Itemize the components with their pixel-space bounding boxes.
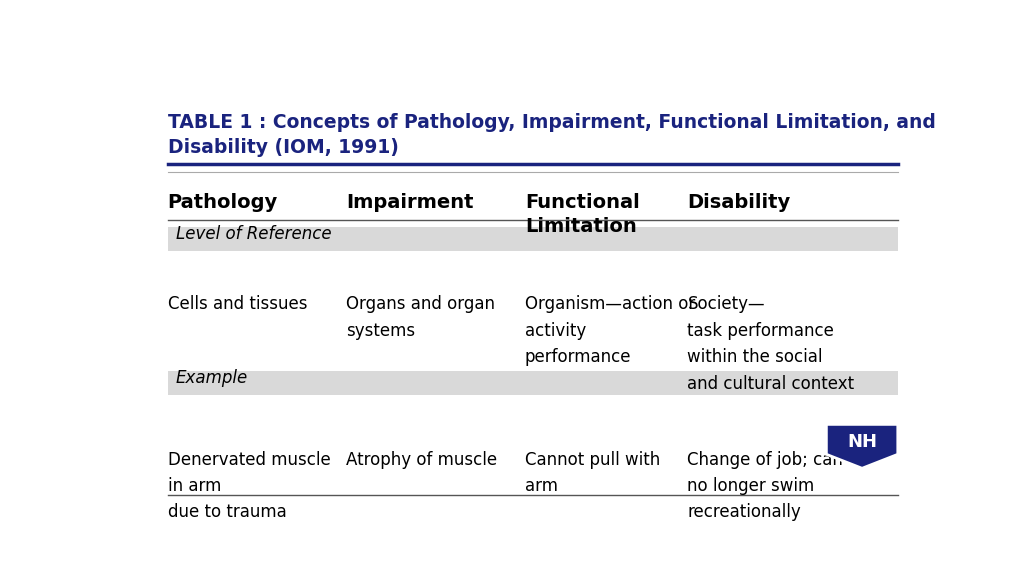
Text: Atrophy of muscle: Atrophy of muscle [346,450,498,468]
Text: Organism—action or
activity
performance: Organism—action or activity performance [524,295,695,366]
Bar [168,371,898,395]
Polygon shape [826,425,898,468]
Text: Functional
Limitation: Functional Limitation [524,194,640,236]
Text: Impairment: Impairment [346,194,474,213]
Text: Organs and organ
systems: Organs and organ systems [346,295,496,340]
Text: Pathology: Pathology [168,194,278,213]
Text: Society—
task performance
within the social
and cultural context: Society— task performance within the soc… [687,295,855,392]
Text: Cells and tissues: Cells and tissues [168,295,307,313]
Bar [168,226,898,251]
Text: Cannot pull with
arm: Cannot pull with arm [524,450,660,495]
Text: Level of Reference: Level of Reference [176,225,331,243]
Text: Denervated muscle
in arm
due to trauma: Denervated muscle in arm due to trauma [168,450,331,521]
Text: NH: NH [847,433,878,452]
Text: Disability: Disability [687,194,791,213]
Text: Change of job; can
no longer swim
recreationally: Change of job; can no longer swim recrea… [687,450,844,521]
Text: Example: Example [176,369,248,387]
Text: TABLE 1 : Concepts of Pathology, Impairment, Functional Limitation, and
Disabili: TABLE 1 : Concepts of Pathology, Impairm… [168,113,936,157]
